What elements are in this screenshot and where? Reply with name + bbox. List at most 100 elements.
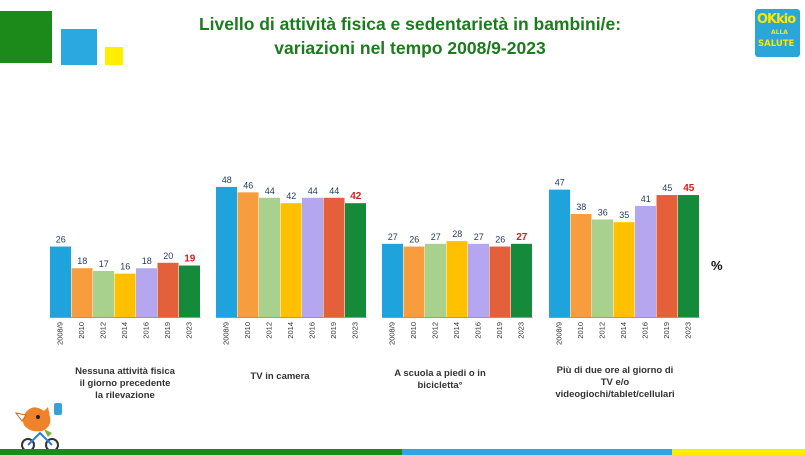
tick-label-g4-2012: 2012 bbox=[598, 322, 607, 339]
tick-label-g2-2010: 2010 bbox=[243, 322, 252, 339]
deco-square-green bbox=[0, 11, 52, 63]
bar-g3-2019 bbox=[489, 246, 511, 317]
bar-g3-2016 bbox=[468, 243, 489, 317]
value-label-g2-2016: 44 bbox=[308, 186, 318, 196]
caption-1-line-2: il giorno precedente bbox=[79, 378, 171, 389]
bar-g4-2012 bbox=[592, 219, 613, 317]
value-label-g3-2012: 27 bbox=[431, 232, 441, 242]
tick-label-g1-2012: 2012 bbox=[99, 322, 108, 339]
tick-label-g3-2019: 2019 bbox=[495, 322, 504, 339]
logo-text-3: SALUTE bbox=[758, 39, 795, 49]
value-label-g3-2010: 26 bbox=[409, 235, 419, 245]
bar-g3-2008-9 bbox=[382, 243, 403, 317]
value-label-g4-2008-9: 47 bbox=[555, 178, 565, 188]
value-label-g3-2014: 28 bbox=[452, 229, 462, 239]
value-label-g2-2010: 46 bbox=[243, 180, 253, 190]
tick-label-g1-2016: 2016 bbox=[142, 322, 151, 339]
value-label-g1-2023: 19 bbox=[184, 254, 196, 265]
value-label-g2-2014: 42 bbox=[286, 191, 296, 201]
group-caption-4: Più di due ore al giorno di TV e/o video… bbox=[535, 365, 695, 401]
tick-label-g4-2014: 2014 bbox=[619, 322, 628, 339]
value-label-g1-2014: 16 bbox=[120, 262, 130, 272]
bar-g1-2012 bbox=[93, 270, 114, 317]
tick-label-g3-2012: 2012 bbox=[431, 322, 440, 339]
bar-g2-2014 bbox=[280, 203, 302, 317]
tick-label-g2-2014: 2014 bbox=[286, 322, 295, 339]
bar-g1-2023 bbox=[179, 265, 200, 317]
tick-label-g4-2010: 2010 bbox=[576, 322, 585, 339]
deco-square-blue bbox=[61, 29, 97, 65]
tick-label-g3-2008-9: 2008/9 bbox=[388, 322, 397, 345]
bar-g2-2016 bbox=[302, 197, 323, 317]
value-label-g1-2012: 17 bbox=[99, 259, 109, 269]
bar-g1-2016 bbox=[136, 268, 157, 317]
bar-g4-2023 bbox=[678, 195, 699, 317]
unit-label: % bbox=[711, 258, 723, 273]
tick-label-g4-2019: 2019 bbox=[662, 322, 671, 339]
value-label-g2-2008-9: 48 bbox=[222, 175, 232, 185]
bar-g4-2019 bbox=[656, 195, 678, 317]
tick-label-g2-2012: 2012 bbox=[265, 322, 274, 339]
value-label-g3-2008-9: 27 bbox=[388, 232, 398, 242]
tick-label-g3-2014: 2014 bbox=[452, 322, 461, 339]
caption-4-line-1: Più di due ore al giorno di bbox=[556, 365, 674, 376]
bar-g2-2012 bbox=[259, 197, 280, 317]
logo-text-1: OKkio bbox=[757, 12, 796, 27]
bar-g4-2016 bbox=[635, 205, 656, 317]
bar-g1-2014 bbox=[114, 273, 136, 317]
group-caption-2: TV in camera bbox=[215, 371, 345, 383]
tick-label-g2-2016: 2016 bbox=[308, 322, 317, 339]
value-label-g3-2023: 27 bbox=[516, 232, 528, 243]
bar-g3-2014 bbox=[446, 241, 468, 317]
tick-label-g4-2016: 2016 bbox=[641, 322, 650, 339]
value-label-g4-2019: 45 bbox=[662, 183, 672, 193]
tick-label-g1-2010: 2010 bbox=[77, 322, 86, 339]
title-line-1: Livello di attività fisica e sedentariet… bbox=[198, 14, 622, 34]
tick-label-g1-2019: 2019 bbox=[163, 322, 172, 339]
bar-g1-2010 bbox=[71, 268, 93, 317]
bar-g1-2008-9 bbox=[50, 246, 71, 317]
value-label-g1-2010: 18 bbox=[77, 256, 87, 266]
group-caption-3: A scuola a piedi o in bicicletta° bbox=[375, 368, 505, 392]
bar-g2-2010 bbox=[237, 192, 259, 317]
bar-g4-2008-9 bbox=[549, 189, 570, 317]
fox-mascot-illustration bbox=[14, 403, 62, 452]
bar-g2-2019 bbox=[323, 197, 345, 317]
tick-label-g1-2023: 2023 bbox=[185, 322, 194, 339]
bottom-color-bar bbox=[0, 449, 805, 455]
value-label-g4-2012: 36 bbox=[598, 207, 608, 217]
caption-3-line-1: A scuola a piedi o in bbox=[394, 368, 486, 379]
value-label-g3-2019: 26 bbox=[495, 235, 505, 245]
logo-text-2: ALLA bbox=[771, 29, 788, 36]
page-title: Livello di attività fisica e sedentariet… bbox=[150, 12, 670, 60]
caption-1-line-1: Nessuna attività fisica bbox=[75, 366, 175, 377]
tick-label-g4-2008-9: 2008/9 bbox=[555, 322, 564, 345]
value-label-g1-2019: 20 bbox=[163, 251, 173, 261]
bar-g2-2023 bbox=[345, 203, 366, 317]
bar-g3-2023 bbox=[511, 243, 532, 317]
tick-label-g2-2008-9: 2008/9 bbox=[222, 322, 231, 345]
value-label-g1-2008-9: 26 bbox=[56, 235, 66, 245]
bar-g3-2012 bbox=[425, 243, 446, 317]
bottom-bar-blue bbox=[402, 449, 672, 455]
caption-3-line-2: bicicletta° bbox=[417, 380, 463, 391]
caption-1-line-3: la rilevazione bbox=[95, 390, 155, 401]
tick-label-g4-2023: 2023 bbox=[684, 322, 693, 339]
caption-2-line-1: TV in camera bbox=[250, 371, 310, 382]
caption-4-line-2: TV e/o bbox=[600, 377, 630, 388]
value-label-g1-2016: 18 bbox=[142, 256, 152, 266]
tick-label-g3-2023: 2023 bbox=[517, 322, 526, 339]
bar-g1-2019 bbox=[157, 262, 179, 317]
tick-label-g2-2023: 2023 bbox=[351, 322, 360, 339]
value-label-g4-2016: 41 bbox=[641, 194, 651, 204]
bar-g4-2014 bbox=[613, 222, 635, 317]
group-caption-1: Nessuna attività fisica il giorno preced… bbox=[40, 366, 210, 402]
bottom-bar-yellow bbox=[672, 449, 805, 455]
value-label-g4-2023: 45 bbox=[683, 183, 695, 194]
value-label-g2-2019: 44 bbox=[329, 186, 339, 196]
value-label-g3-2016: 27 bbox=[474, 232, 484, 242]
bar-g3-2010 bbox=[403, 246, 425, 317]
bottom-bar-green bbox=[0, 449, 402, 455]
value-label-g4-2010: 38 bbox=[576, 202, 586, 212]
